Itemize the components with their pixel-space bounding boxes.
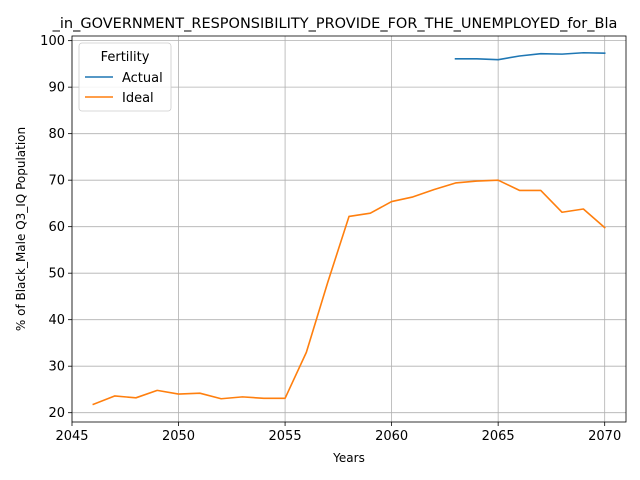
legend-entry-ideal: Ideal	[122, 91, 154, 106]
y-axis-label: % of Black_Male Q3_IQ Population	[14, 127, 28, 331]
y-tick-label: 40	[48, 313, 65, 328]
y-tick-label: 100	[40, 34, 65, 49]
legend-entry-actual: Actual	[122, 71, 163, 86]
gridlines	[71, 36, 626, 422]
x-tick-label: 2055	[269, 429, 302, 444]
x-tick-label: 2070	[588, 429, 621, 444]
x-tick-label: 2045	[55, 429, 88, 444]
legend-title: Fertility	[101, 50, 150, 65]
x-axis-ticks: 2045 2050 2055 2060 2065 2070	[55, 422, 621, 444]
y-axis-ticks: 20 30 40 50 60 70 80 90 100	[40, 34, 72, 421]
series-lines	[92, 51, 606, 406]
y-tick-label: 80	[48, 127, 65, 142]
x-tick-label: 2050	[162, 429, 195, 444]
series-line-actual	[454, 51, 606, 61]
x-tick-label: 2060	[375, 429, 408, 444]
series-line-ideal	[92, 179, 606, 406]
y-tick-label: 20	[48, 406, 65, 421]
x-tick-label: 2065	[482, 429, 515, 444]
legend: Fertility Actual Ideal	[78, 42, 172, 112]
y-tick-label: 50	[48, 267, 65, 282]
y-tick-label: 60	[48, 220, 65, 235]
y-tick-label: 90	[48, 81, 65, 96]
legend-box	[78, 42, 172, 112]
x-axis-label: Years	[332, 451, 365, 465]
y-tick-label: 30	[48, 360, 65, 375]
plot-frame	[71, 35, 627, 423]
y-tick-label: 70	[48, 174, 65, 189]
chart-title: _in_GOVERNMENT_RESPONSIBILITY_PROVIDE_FO…	[52, 16, 618, 32]
